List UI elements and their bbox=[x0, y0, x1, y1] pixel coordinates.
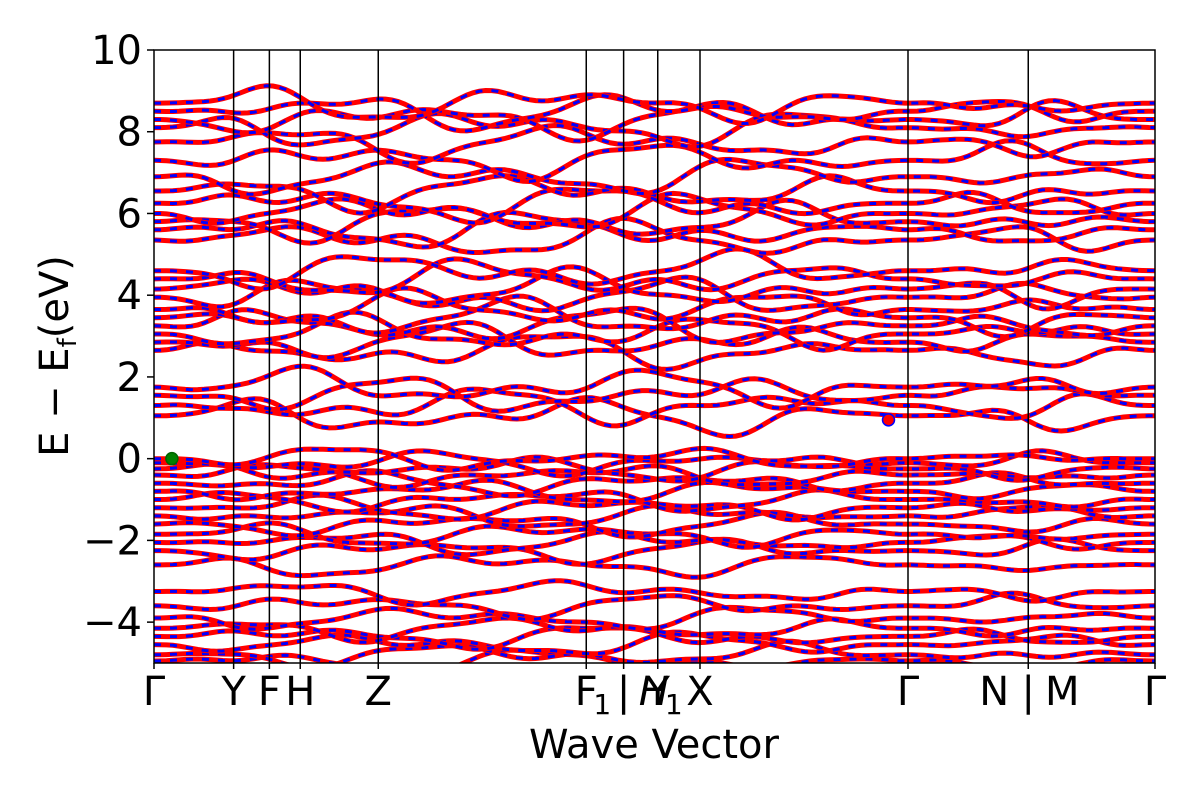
x-tick-sublabel: 1 bbox=[593, 688, 611, 721]
band-line-spin-up bbox=[154, 448, 1155, 479]
band-line-spin-down bbox=[154, 286, 1155, 325]
band-line-spin-down bbox=[154, 210, 1155, 249]
x-tick-label: N bbox=[979, 669, 1009, 715]
band-line-spin-up bbox=[154, 590, 1155, 622]
band-line-spin-down bbox=[154, 275, 1155, 313]
band-line-spin-up bbox=[154, 454, 1155, 484]
y-tick-label: 0 bbox=[117, 437, 142, 483]
band-line-spin-up bbox=[154, 477, 1155, 505]
y-axis-label: E − Ef(eV) bbox=[32, 255, 83, 457]
x-tick-sublabel: 1 bbox=[665, 688, 683, 721]
band-line-spin-down bbox=[154, 187, 1155, 225]
band-line-spin-up bbox=[154, 536, 1155, 567]
band-line-spin-down bbox=[154, 306, 1155, 345]
valence-band-maximum-marker bbox=[165, 451, 179, 466]
y-tick-label: −4 bbox=[83, 600, 142, 646]
y-tick-label: 2 bbox=[117, 355, 142, 401]
band-line-spin-down bbox=[154, 376, 1155, 413]
x-axis-ticks: Γ Y F H Z F | Y X Γ N | M Γ1 H1 bbox=[143, 663, 1167, 721]
x-axis-label: Wave Vector bbox=[529, 722, 780, 768]
band-line-spin-down bbox=[154, 198, 1155, 245]
kpoint-lines bbox=[232, 50, 1029, 663]
band-line-spin-up bbox=[154, 487, 1155, 515]
band-line-spin-up bbox=[154, 604, 1155, 632]
band-line-spin-up bbox=[154, 578, 1155, 608]
x-tick-label: X bbox=[686, 669, 713, 715]
y-tick-label: 6 bbox=[117, 191, 142, 237]
band-line-spin-down bbox=[154, 364, 1155, 410]
band-line-spin-down bbox=[154, 139, 1155, 184]
band-line-spin-up bbox=[154, 445, 1155, 473]
x-tick-label: F bbox=[258, 669, 281, 715]
y-axis-ticks: −4 −2 0 2 4 6 8 10 bbox=[83, 28, 154, 646]
x-tick-label: Γ bbox=[1144, 669, 1167, 715]
band-line-spin-down bbox=[154, 157, 1155, 196]
bands-layer bbox=[154, 83, 1155, 663]
band-line-spin-down bbox=[154, 320, 1155, 360]
band-line-spin-up bbox=[154, 647, 1155, 663]
y-axis-label-unit: (eV) bbox=[32, 255, 78, 338]
band-line-spin-down bbox=[154, 174, 1155, 215]
y-axis-label-main: E − E bbox=[32, 347, 78, 457]
x-tick-sublabel: H bbox=[639, 669, 669, 715]
x-tick-label: | bbox=[617, 669, 630, 715]
band-line-spin-down bbox=[154, 247, 1155, 291]
band-line-spin-up bbox=[154, 638, 1155, 663]
x-tick-label: H bbox=[285, 669, 315, 715]
y-tick-label: 8 bbox=[117, 110, 142, 156]
y-tick-label: 4 bbox=[117, 273, 142, 319]
x-tick-label: F bbox=[575, 669, 598, 715]
band-line-spin-down bbox=[154, 84, 1155, 126]
y-axis-label-group: E − Ef(eV) bbox=[32, 255, 83, 457]
conduction-band-minimum-marker bbox=[881, 413, 896, 427]
y-axis-label-subscript: f bbox=[53, 337, 83, 347]
band-line-spin-down bbox=[154, 123, 1155, 165]
band-line-spin-down bbox=[154, 216, 1155, 255]
y-tick-label: −2 bbox=[83, 518, 142, 564]
band-line-spin-down bbox=[154, 396, 1155, 439]
band-edge-markers bbox=[165, 413, 896, 466]
band-line-spin-down bbox=[154, 93, 1155, 133]
band-line-spin-down bbox=[154, 265, 1155, 311]
band-line-spin-down bbox=[154, 99, 1155, 143]
band-line-spin-down bbox=[154, 294, 1155, 339]
x-tick-label: Y bbox=[645, 669, 671, 715]
band-line-spin-down bbox=[154, 387, 1155, 428]
x-tick-label: Γ bbox=[897, 669, 920, 715]
band-line-spin-up bbox=[154, 509, 1155, 540]
band-line-spin-down bbox=[154, 257, 1155, 295]
band-line-spin-down bbox=[154, 334, 1155, 371]
band-line-spin-up bbox=[154, 553, 1155, 580]
y-tick-label: 10 bbox=[91, 28, 142, 74]
band-line-spin-up bbox=[154, 256, 1155, 296]
x-tick-label: Z bbox=[365, 669, 392, 715]
x-tick-label: Γ bbox=[143, 669, 166, 715]
plot-frame bbox=[153, 49, 1156, 664]
band-line-spin-down bbox=[154, 112, 1155, 149]
x-tick-label: | bbox=[1022, 669, 1035, 715]
x-tick-label: M bbox=[1045, 669, 1080, 715]
x-tick-label: Y bbox=[220, 669, 246, 715]
